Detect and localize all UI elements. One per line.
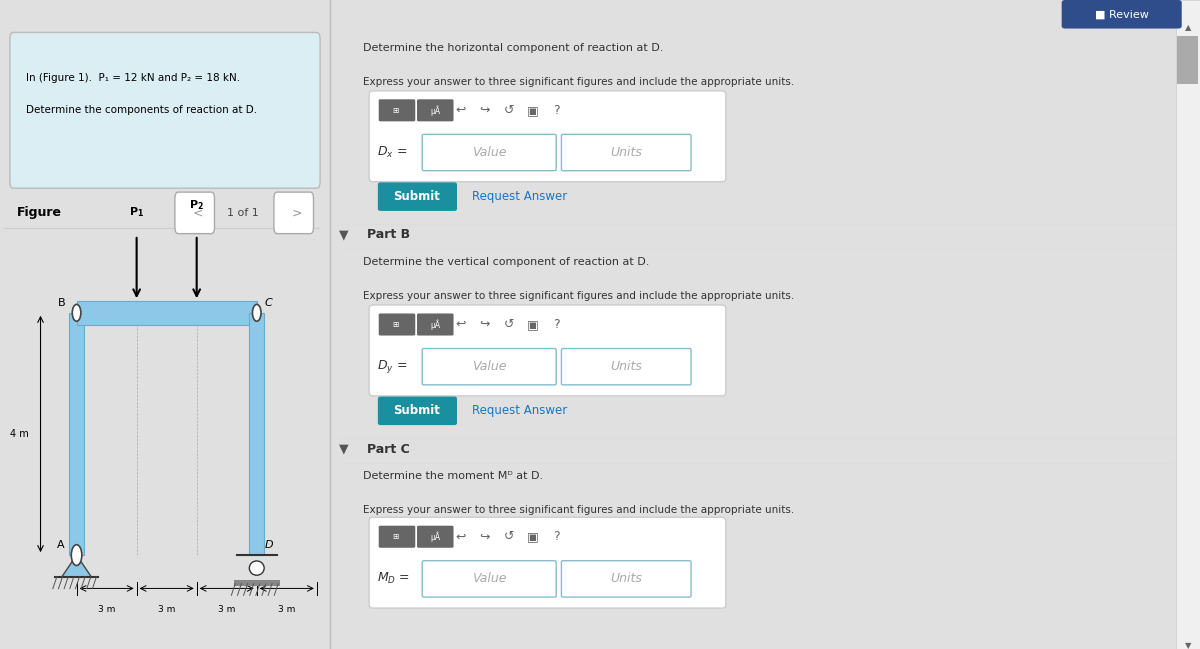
- Text: >: >: [292, 206, 302, 219]
- Text: Submit: Submit: [394, 404, 440, 417]
- Polygon shape: [250, 313, 264, 555]
- Text: $\mathbf{P_2}$: $\mathbf{P_2}$: [190, 199, 204, 212]
- Ellipse shape: [250, 561, 264, 575]
- Text: ▣: ▣: [527, 530, 539, 543]
- FancyBboxPatch shape: [175, 192, 215, 234]
- FancyBboxPatch shape: [418, 313, 454, 336]
- Text: Express your answer to three significant figures and include the appropriate uni: Express your answer to three significant…: [364, 291, 794, 300]
- FancyBboxPatch shape: [422, 349, 557, 385]
- Text: ▣: ▣: [527, 318, 539, 331]
- FancyBboxPatch shape: [562, 349, 691, 385]
- Text: μÂ: μÂ: [431, 532, 440, 542]
- Text: ⊞: ⊞: [392, 320, 401, 329]
- Text: $M_D$ =: $M_D$ =: [377, 571, 410, 587]
- Text: ↪: ↪: [480, 318, 490, 331]
- Text: ↪: ↪: [480, 530, 490, 543]
- Text: Request Answer: Request Answer: [472, 190, 568, 203]
- FancyBboxPatch shape: [562, 134, 691, 171]
- Text: 3 m: 3 m: [278, 605, 295, 614]
- Text: ?: ?: [553, 530, 559, 543]
- Text: ↩: ↩: [455, 530, 466, 543]
- Text: ⊞: ⊞: [392, 532, 401, 541]
- Polygon shape: [77, 301, 257, 324]
- Text: D: D: [265, 540, 274, 550]
- Text: Part C: Part C: [366, 443, 409, 456]
- Text: Units: Units: [611, 572, 643, 585]
- Text: ▼: ▼: [338, 228, 348, 241]
- Text: Value: Value: [472, 572, 506, 585]
- Bar: [330, 0, 1200, 29]
- FancyBboxPatch shape: [418, 99, 454, 121]
- Text: ▼: ▼: [338, 443, 348, 456]
- Text: Part B: Part B: [366, 228, 409, 241]
- Text: Request Answer: Request Answer: [472, 404, 568, 417]
- Text: ■ Review: ■ Review: [1094, 9, 1148, 19]
- Text: ▲: ▲: [1184, 23, 1192, 32]
- Text: 3 m: 3 m: [218, 605, 235, 614]
- Text: Units: Units: [611, 360, 643, 373]
- Text: 3 m: 3 m: [98, 605, 115, 614]
- Text: ⊞: ⊞: [392, 106, 401, 115]
- FancyBboxPatch shape: [378, 182, 457, 211]
- Text: A: A: [58, 540, 65, 550]
- Polygon shape: [68, 313, 84, 555]
- Text: ▣: ▣: [527, 104, 539, 117]
- Text: C: C: [265, 298, 272, 308]
- FancyBboxPatch shape: [370, 517, 726, 608]
- Circle shape: [252, 304, 262, 321]
- Text: $\mathbf{P_1}$: $\mathbf{P_1}$: [130, 205, 144, 219]
- Text: 4 m: 4 m: [11, 429, 29, 439]
- Text: Determine the horizontal component of reaction at D.: Determine the horizontal component of re…: [364, 43, 664, 53]
- Text: ↪: ↪: [480, 104, 490, 117]
- Text: μÂ: μÂ: [431, 105, 440, 116]
- FancyBboxPatch shape: [379, 99, 415, 121]
- FancyBboxPatch shape: [378, 397, 457, 425]
- Polygon shape: [61, 555, 91, 577]
- Text: $D_x$ =: $D_x$ =: [377, 145, 407, 160]
- Text: Submit: Submit: [394, 190, 440, 203]
- Text: Units: Units: [611, 146, 643, 159]
- FancyBboxPatch shape: [379, 526, 415, 548]
- Text: ?: ?: [553, 104, 559, 117]
- Bar: [1177, 36, 1199, 84]
- Text: Express your answer to three significant figures and include the appropriate uni: Express your answer to three significant…: [364, 77, 794, 86]
- Text: ↺: ↺: [504, 104, 515, 117]
- Bar: [1176, 0, 1200, 649]
- Circle shape: [71, 545, 82, 565]
- FancyBboxPatch shape: [370, 305, 726, 396]
- Text: $D_y$ =: $D_y$ =: [377, 358, 407, 375]
- FancyBboxPatch shape: [422, 561, 557, 597]
- FancyBboxPatch shape: [274, 192, 313, 234]
- Text: <: <: [193, 206, 203, 219]
- Text: Value: Value: [472, 146, 506, 159]
- Bar: [234, 580, 280, 586]
- Text: ↺: ↺: [504, 530, 515, 543]
- Text: ↩: ↩: [455, 318, 466, 331]
- Text: Determine the components of reaction at D.: Determine the components of reaction at …: [26, 105, 258, 116]
- Text: Express your answer to three significant figures and include the appropriate uni: Express your answer to three significant…: [364, 505, 794, 515]
- Text: B: B: [58, 298, 65, 308]
- FancyBboxPatch shape: [562, 561, 691, 597]
- Text: ▼: ▼: [1184, 641, 1192, 649]
- Text: ↺: ↺: [504, 318, 515, 331]
- Text: Figure: Figure: [17, 206, 61, 219]
- FancyBboxPatch shape: [370, 91, 726, 182]
- Text: Determine the vertical component of reaction at D.: Determine the vertical component of reac…: [364, 257, 649, 267]
- Circle shape: [72, 304, 80, 321]
- Text: μÂ: μÂ: [431, 319, 440, 330]
- Text: 3 m: 3 m: [158, 605, 175, 614]
- Text: Determine the moment Mᴰ at D.: Determine the moment Mᴰ at D.: [364, 471, 544, 481]
- FancyBboxPatch shape: [1062, 0, 1182, 29]
- FancyBboxPatch shape: [10, 32, 320, 188]
- FancyBboxPatch shape: [379, 313, 415, 336]
- FancyBboxPatch shape: [418, 526, 454, 548]
- Text: ?: ?: [553, 318, 559, 331]
- Text: Value: Value: [472, 360, 506, 373]
- Text: In (Figure 1).  P₁ = 12 kN and P₂ = 18 kN.: In (Figure 1). P₁ = 12 kN and P₂ = 18 kN…: [26, 73, 240, 83]
- FancyBboxPatch shape: [422, 134, 557, 171]
- Text: ↩: ↩: [455, 104, 466, 117]
- Text: 1 of 1: 1 of 1: [227, 208, 258, 218]
